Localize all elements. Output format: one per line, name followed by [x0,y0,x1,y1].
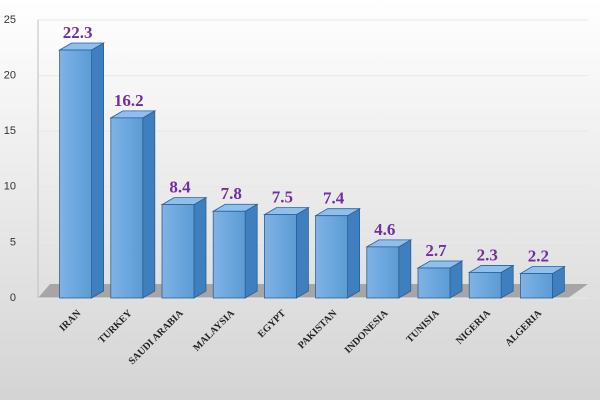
bar [59,49,92,299]
bar [520,273,553,299]
value-label: 8.4 [169,177,191,196]
bar [161,204,195,299]
value-label: 4.6 [374,220,395,239]
value-label: 7.4 [323,189,345,208]
bar-side [193,196,207,299]
bar-side [244,203,258,299]
value-label: 7.5 [272,188,293,207]
value-label: 2.2 [528,246,549,265]
bar-side [347,208,361,299]
value-label: 2.3 [477,245,498,264]
y-tick-label: 15 [4,125,16,137]
y-tick-label: 5 [10,236,16,248]
bar [468,272,502,299]
y-tick-label: 25 [4,14,16,26]
bar-side [91,42,104,299]
bar-side [142,110,156,299]
bar [417,267,451,299]
bar [110,117,144,299]
y-tick-label: 0 [10,292,16,304]
value-label: 22.3 [63,23,93,42]
value-label: 2.7 [425,241,447,260]
y-tick-label: 20 [4,70,16,82]
value-label: 16.2 [114,91,144,110]
y-tick-label: 10 [4,181,16,193]
bar [263,214,297,299]
bar [212,210,246,299]
bar [366,246,400,299]
value-label: 7.8 [221,184,242,203]
bar-side [295,206,309,299]
bar-side [398,239,412,299]
bar [315,215,349,299]
